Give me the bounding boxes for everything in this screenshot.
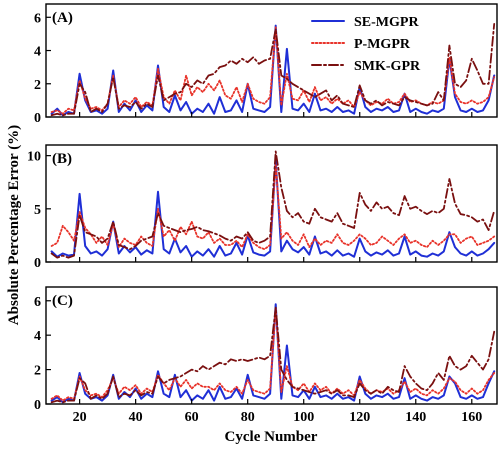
panel-label: (C) [52, 293, 73, 309]
x-tick-label: 140 [405, 410, 426, 425]
y-tick-label: 4 [34, 45, 41, 60]
panel-1: 0 5 10 (B) [27, 144, 498, 271]
y-tick-label: 0 [34, 398, 41, 413]
panel-label: (A) [52, 10, 73, 26]
x-tick-label: 120 [349, 410, 370, 425]
x-tick-label: 160 [461, 410, 482, 425]
y-tick-label: 2 [34, 364, 41, 379]
series-group [50, 303, 496, 404]
y-tick-label: 4 [34, 329, 41, 344]
series-line-p-mgpr [50, 306, 496, 402]
series-group [50, 150, 496, 259]
plot-frame [45, 3, 498, 118]
plot-frame [45, 144, 498, 263]
y-tick-label: 6 [34, 295, 41, 310]
series-line-smk-gpr [50, 306, 496, 404]
panels: 0 2 4 6 (A) 0 5 10 (B) 0 2 4 6 20 40 60 80 100 120 140 160 (C… [27, 3, 498, 425]
x-tick-label: 100 [293, 410, 314, 425]
panel-2: 0 2 4 6 20 40 60 80 100 120 140 160 (C) [34, 286, 498, 425]
legend-label: SMK-GPR [354, 59, 421, 74]
y-axis-label: Absolute Percentage Error (%) [6, 125, 22, 325]
legend-label: SE-MGPR [354, 15, 419, 30]
plot-frame [45, 286, 498, 405]
y-tick-label: 10 [27, 150, 41, 165]
panel-0: 0 2 4 6 (A) [34, 3, 498, 126]
y-tick-label: 0 [34, 111, 41, 126]
legend: SE-MGPR P-MGPR SMK-GPR [311, 15, 421, 74]
series-line-p-mgpr [50, 163, 496, 251]
series-line-smk-gpr [50, 22, 496, 117]
series-line-smk-gpr [50, 150, 496, 259]
x-tick-label: 60 [185, 410, 199, 425]
y-tick-label: 5 [34, 203, 41, 218]
x-axis-label: Cycle Number [225, 429, 318, 445]
x-tick-label: 80 [241, 410, 255, 425]
panel-label: (B) [52, 151, 72, 167]
y-tick-label: 2 [34, 78, 41, 93]
x-tick-label: 20 [73, 410, 87, 425]
y-tick-label: 0 [34, 256, 41, 271]
y-tick-label: 6 [34, 11, 41, 26]
series-line-se-mgpr [50, 303, 496, 404]
x-tick-label: 40 [129, 410, 143, 425]
legend-label: P-MGPR [354, 37, 411, 52]
series-group [50, 22, 496, 117]
